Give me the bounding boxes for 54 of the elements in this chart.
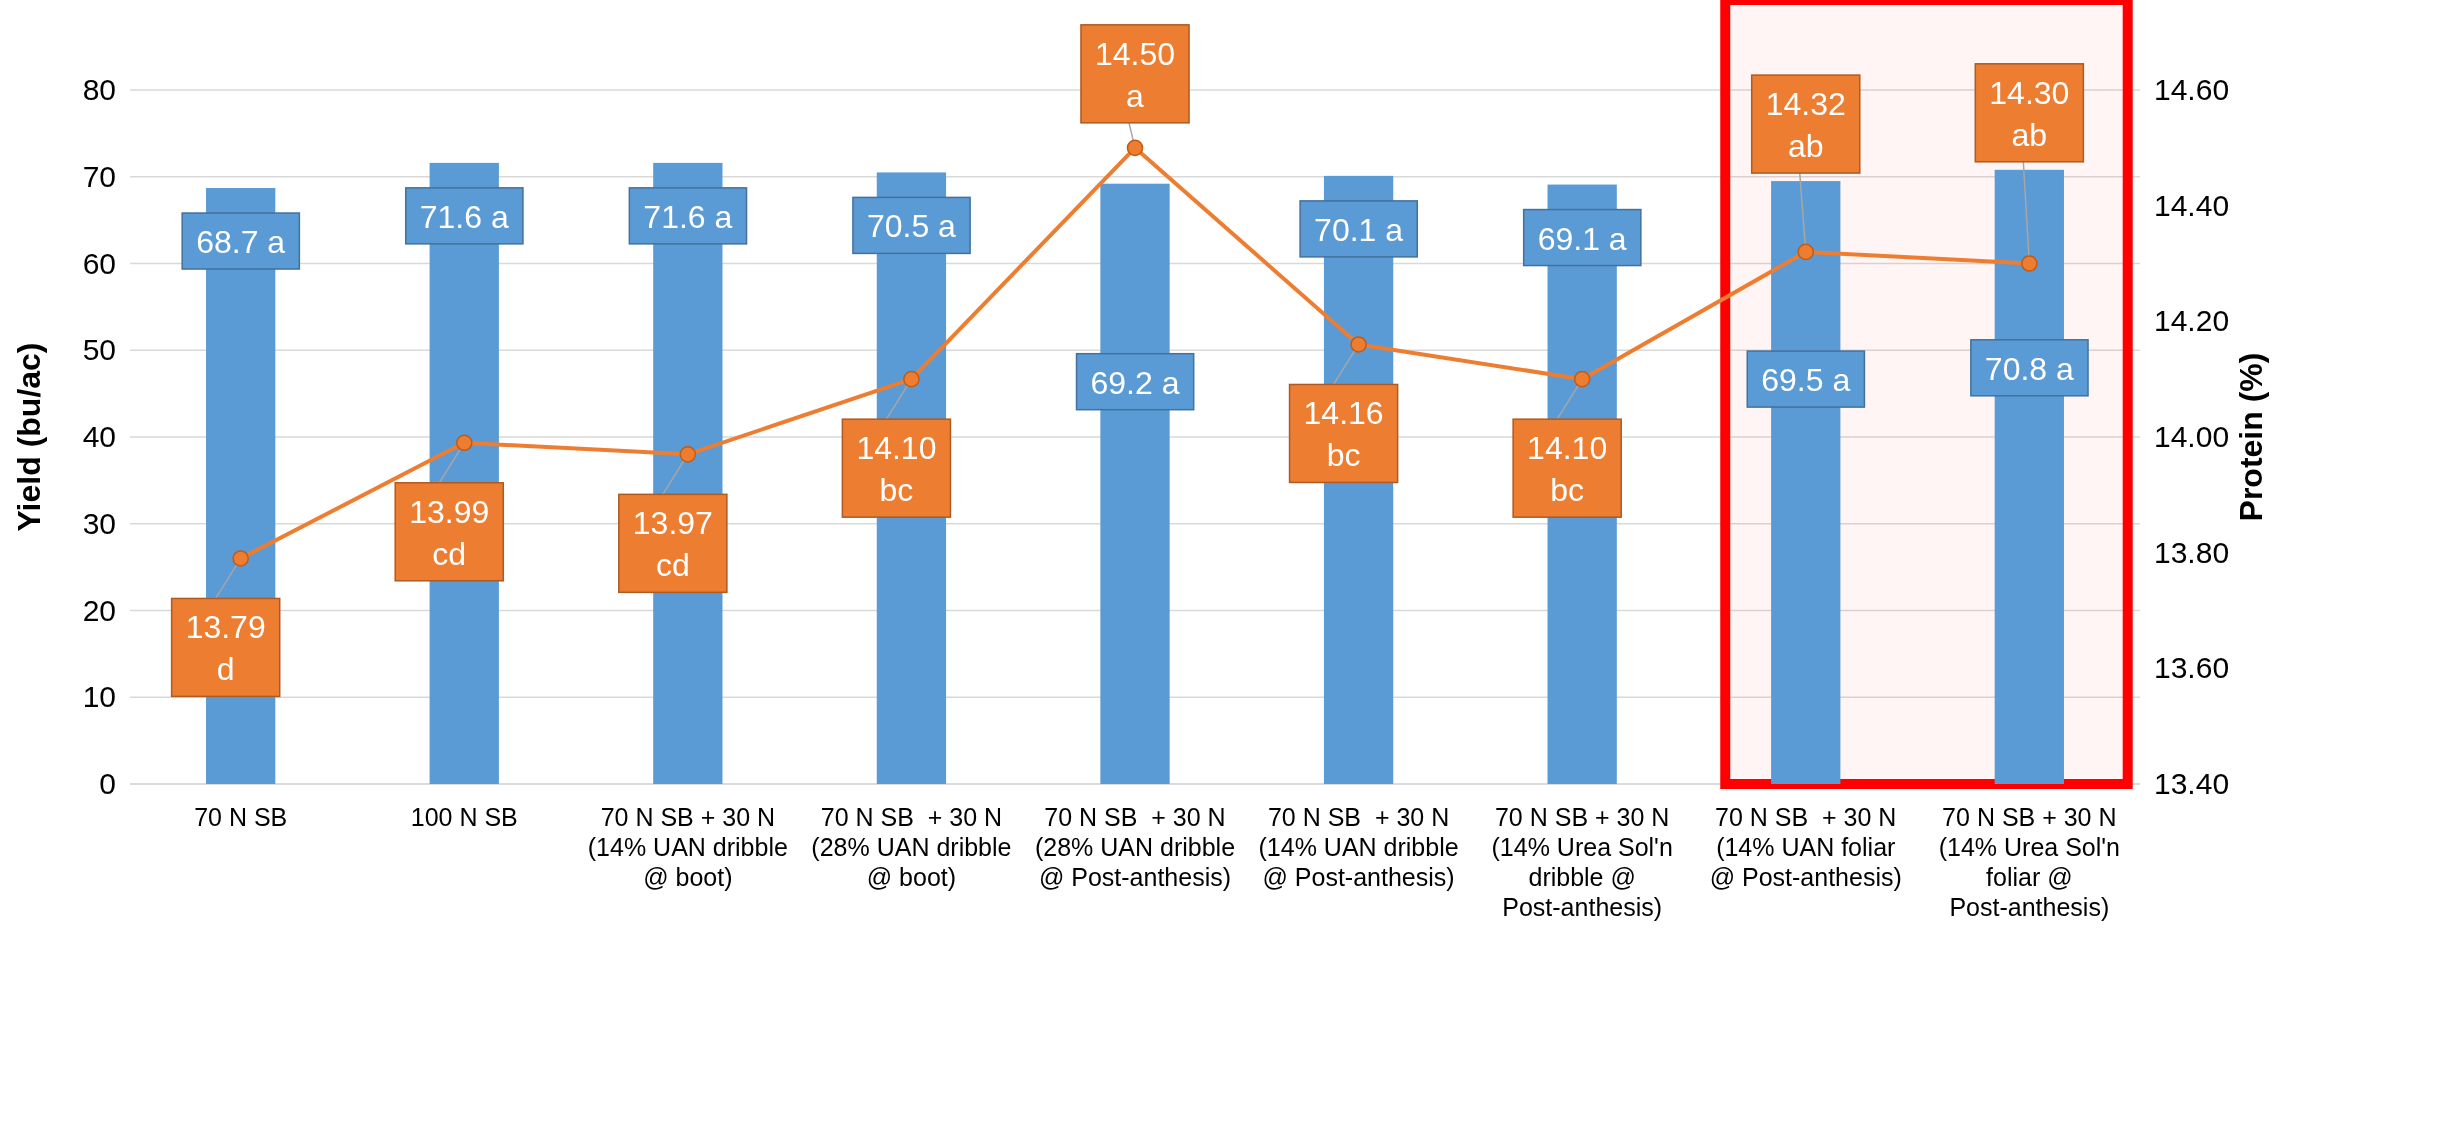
point (1573, 370, 1591, 388)
y-tick-label: 30 (82, 506, 116, 540)
y-tick-label: 80 (82, 73, 116, 107)
y-axis-title: Yield (bu/ac) (11, 342, 47, 532)
point (903, 370, 920, 388)
point (679, 446, 697, 463)
y-tick-label: 10 (82, 680, 116, 714)
data-label: 71.6 a (643, 198, 733, 235)
x-tick-label: 70 N SB + 30 N (28% UAN dribble @ Post-anthesis) (1034, 803, 1236, 891)
data-label: 70.1 a (1314, 211, 1404, 248)
data-label: 14.32 ab (1765, 86, 1846, 165)
data-label: 14.10 bc (856, 430, 937, 509)
data-label: 71.6 a (419, 198, 509, 235)
point (1350, 336, 1367, 353)
x-tick-label: 70 N SB + 30 N (14% UAN dribble @ boot) (587, 803, 788, 891)
x-tick-label: 70 N SB (194, 803, 288, 831)
y-tick-label: 50 (82, 333, 116, 367)
y-tick-label: 40 (82, 420, 116, 454)
point (232, 550, 249, 567)
y-tick-label: 0 (99, 767, 116, 801)
data-label: 13.99 cd (409, 493, 490, 572)
y2-tick-label: 13.80 (2154, 535, 2230, 569)
point (455, 434, 473, 452)
data-label: 13.79 d (185, 609, 266, 688)
data-label: 69.5 a (1761, 362, 1851, 399)
data-label: 14.30 ab (1989, 74, 2070, 153)
y-tick-label: 60 (82, 246, 116, 280)
data-label: 68.7 a (196, 224, 286, 261)
y2-axis-title: Protein (%) (2233, 352, 2269, 522)
y2-tick-label: 13.40 (2154, 767, 2230, 801)
x-tick-label: 70 N SB + 30 N (14% UAN foliar @ Post-anthesis) (1709, 803, 1902, 891)
data-label: 70.8 a (1984, 350, 2075, 387)
y2-tick-label: 13.60 (2154, 651, 2230, 685)
data-label: 14.50 a (1094, 35, 1176, 114)
x-tick-label: 70 N SB + 30 N (14% Urea Sol'n foliar @ Post-anthesis) (1938, 803, 2120, 921)
data-label: 70.5 a (866, 208, 957, 245)
data-label: 14.16 bc (1303, 395, 1384, 474)
y2-tick-label: 14.20 (2154, 304, 2230, 338)
data-label: 13.97 cd (632, 505, 713, 584)
data-label: 69.1 a (1537, 220, 1627, 257)
y-tick-label: 20 (82, 593, 116, 627)
y-tick-label: 70 (82, 159, 116, 193)
x-tick-label: 70 N SB + 30 N (14% Urea Sol'n dribble @ Post-anthesis) (1491, 803, 1673, 921)
x-tick-label: 70 N SB + 30 N (28% UAN dribble @ boot) (811, 803, 1012, 891)
data-label: 69.2 a (1090, 364, 1180, 401)
point (1797, 243, 1815, 261)
x-tick-label: 70 N SB + 30 N (14% UAN dribble @ Post-anthesis) (1258, 803, 1459, 891)
y2-tick-label: 14.40 (2154, 188, 2230, 222)
y2-tick-label: 14.60 (2154, 73, 2230, 107)
x-tick-label: 100 N SB (410, 803, 518, 831)
y2-tick-label: 14.00 (2154, 420, 2230, 454)
data-label: 14.10 bc (1527, 430, 1608, 509)
point (2021, 255, 2038, 272)
point (1126, 139, 1144, 157)
